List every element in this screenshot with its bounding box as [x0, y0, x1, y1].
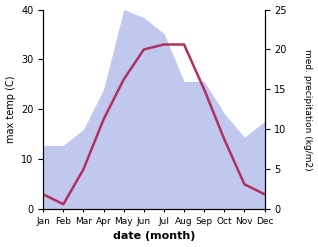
Y-axis label: med. precipitation (kg/m2): med. precipitation (kg/m2) — [303, 49, 313, 170]
X-axis label: date (month): date (month) — [113, 231, 195, 242]
Y-axis label: max temp (C): max temp (C) — [5, 76, 16, 143]
